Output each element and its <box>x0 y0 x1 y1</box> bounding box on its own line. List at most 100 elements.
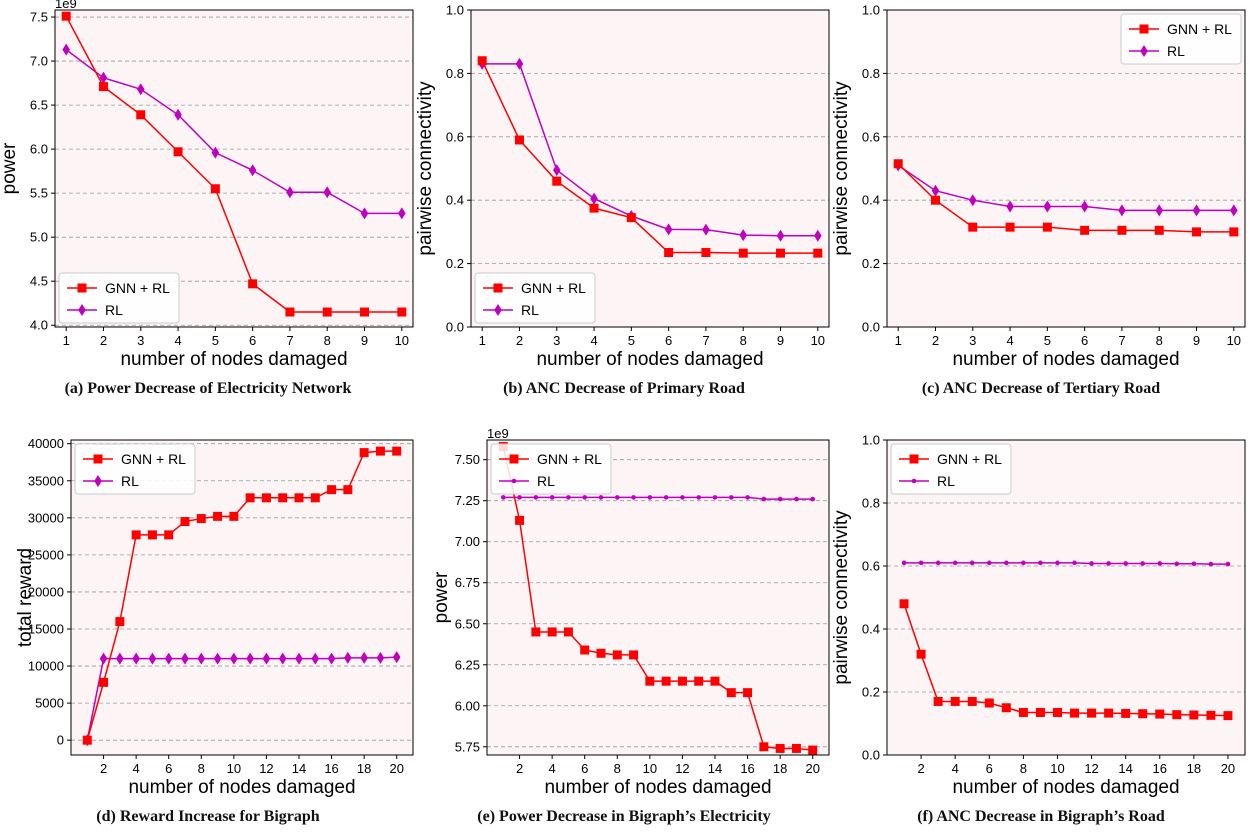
x-tick-label: 2 <box>932 333 939 348</box>
x-tick-label: 2 <box>100 761 107 776</box>
data-point-rl <box>745 495 750 500</box>
data-point-rl <box>327 652 336 665</box>
series-line-rl <box>65 49 402 215</box>
series-line-rl <box>904 562 1228 565</box>
y-tick-label: 6.75 <box>455 575 480 590</box>
y-tick-label: 5000 <box>35 696 64 711</box>
x-axis-label: number of nodes damaged <box>544 777 771 798</box>
data-point-rl <box>248 164 257 177</box>
x-tick-label: 20 <box>389 761 403 776</box>
data-point-rl <box>230 652 238 665</box>
data-point-rl <box>952 560 958 566</box>
data-point-rl <box>1072 560 1077 566</box>
legend-marker <box>494 304 502 316</box>
data-point-rl <box>549 495 555 500</box>
x-tick-label: 7 <box>1118 333 1125 348</box>
y-tick-label: 4.0 <box>30 318 48 333</box>
data-point-gnn-rl <box>359 448 369 458</box>
y-tick-label: 0.2 <box>862 256 880 271</box>
x-tick-label: 1 <box>479 333 486 348</box>
chart-a: 4.0 4.5 5.0 5.5 6.0 6.5 7.0 7.5 1 2 3 4 5 6 7 8 9 10 numbe… <box>0 0 414 370</box>
data-point-gnn-rl <box>589 203 599 213</box>
legend-marker <box>909 454 919 464</box>
data-point-gnn-rl <box>552 176 562 186</box>
data-point-rl <box>968 194 977 207</box>
x-tick-label: 8 <box>614 761 621 776</box>
y-tick-label: 5.5 <box>30 186 48 201</box>
axes-frame-b <box>470 9 830 328</box>
x-tick-label: 20 <box>805 761 819 776</box>
y-tick-label: 5.0 <box>30 230 48 245</box>
data-point-gnn-rl <box>626 213 636 223</box>
y-tick-label: 6.5 <box>30 98 48 113</box>
data-point-rl <box>99 71 108 84</box>
axes-frame-c <box>886 9 1246 328</box>
data-point-gnn-rl <box>984 698 994 708</box>
axes-frame-e <box>486 439 830 756</box>
x-tick-label: 20 <box>1221 761 1235 776</box>
x-tick-label: 10 <box>395 333 409 348</box>
data-point-rl <box>1089 561 1094 566</box>
data-point-gnn-rl <box>1189 710 1199 720</box>
y-tick-label: 0.0 <box>862 748 880 763</box>
x-tick-label: 12 <box>259 761 273 776</box>
data-point-gnn-rl <box>229 511 239 521</box>
data-point-gnn-rl <box>933 696 943 706</box>
data-point-gnn-rl <box>1018 707 1028 717</box>
legend-label: GNN + RL <box>105 280 170 296</box>
x-tick-label: 16 <box>740 761 754 776</box>
data-point-gnn-rl <box>392 446 402 456</box>
series-line-rl <box>503 496 813 500</box>
data-point-gnn-rl <box>775 743 785 753</box>
legend-f: GNN + RL RL <box>890 443 1012 495</box>
data-point-gnn-rl <box>1080 225 1090 235</box>
legend-label: RL <box>105 302 123 318</box>
data-point-gnn-rl <box>645 676 655 686</box>
data-point-rl <box>582 495 588 500</box>
data-point-rl <box>935 560 941 566</box>
data-point-rl <box>566 495 571 500</box>
x-tick-label: 4 <box>590 333 597 348</box>
data-point-gnn-rl <box>173 147 183 157</box>
x-tick-label: 9 <box>1193 333 1200 348</box>
legend-marker <box>911 478 917 484</box>
data-point-rl <box>986 560 992 566</box>
data-point-gnn-rl <box>738 248 748 258</box>
y-tick-label: 7.50 <box>455 452 480 467</box>
data-point-gnn-rl <box>967 696 977 706</box>
data-point-rl <box>1055 560 1060 566</box>
data-point-gnn-rl <box>1206 710 1216 720</box>
data-point-rl <box>1157 561 1163 566</box>
data-point-rl <box>814 229 822 242</box>
data-point-gnn-rl <box>893 159 903 169</box>
data-point-gnn-rl <box>629 650 639 660</box>
y-offset-text: 1e9 <box>487 426 509 441</box>
y-tick-label: 0 <box>57 733 64 748</box>
y-tick-label: 6.25 <box>455 657 480 672</box>
caption-f: (f) ANC Decrease in Bigraph’s Road <box>917 808 1165 825</box>
x-tick-label: 8 <box>198 761 205 776</box>
data-point-rl <box>598 495 604 500</box>
data-point-gnn-rl <box>968 222 978 232</box>
data-point-gnn-rl <box>791 743 801 753</box>
x-tick-label: 9 <box>361 333 368 348</box>
chart-f: 0.0 0.2 0.4 0.6 0.8 1.0 2 4 6 8 10 12 14 16 18 20 number… <box>831 433 1246 798</box>
data-point-rl <box>344 651 352 664</box>
data-point-rl <box>62 43 70 56</box>
data-point-gnn-rl <box>1117 225 1127 235</box>
axes-frame-f <box>886 439 1246 756</box>
data-point-gnn-rl <box>1005 222 1015 232</box>
chart-b: 0.0 0.2 0.4 0.6 0.8 1.0 1 2 3 4 5 6 7 8 9 10 number of n… <box>415 3 830 370</box>
data-point-rl <box>901 560 907 566</box>
data-point-gnn-rl <box>661 676 671 686</box>
x-tick-label: 7 <box>702 333 709 348</box>
data-point-gnn-rl <box>397 307 407 317</box>
data-point-gnn-rl <box>710 676 720 686</box>
data-point-rl <box>1106 561 1111 566</box>
data-point-rl <box>1021 560 1026 566</box>
legend-marker <box>511 478 517 484</box>
data-point-rl <box>533 495 539 500</box>
data-point-rl <box>712 495 718 500</box>
x-axis-label: number of nodes damaged <box>952 349 1179 370</box>
x-tick-label: 12 <box>1084 761 1098 776</box>
